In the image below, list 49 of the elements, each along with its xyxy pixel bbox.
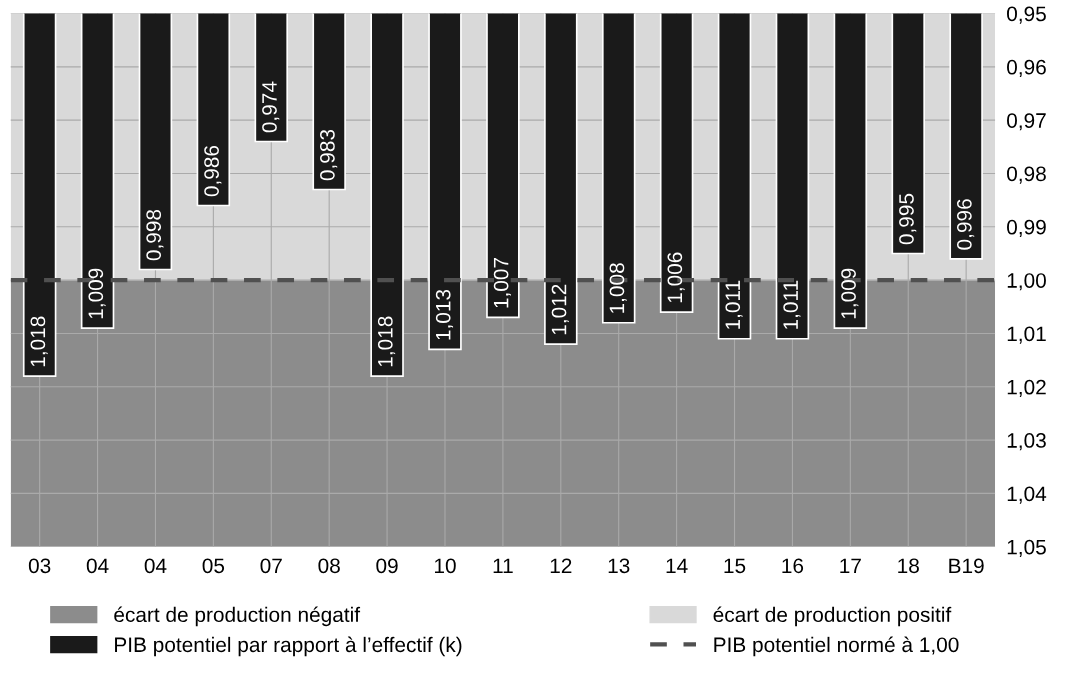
x-tick-label: B19 [949, 558, 984, 574]
data-label: 0,998 [146, 209, 164, 261]
x-tick-label: 16 [782, 558, 804, 574]
legend-label: PIB potentiel par rapport à l’effectif (k) [115, 636, 462, 657]
legend-label: écart de production négatif [114, 606, 361, 627]
data-label: 0,974 [262, 81, 280, 133]
x-tick-label: 11 [493, 558, 513, 573]
y-tick-label: 1,05 [1007, 539, 1046, 557]
x-tick-label: 04 [144, 558, 167, 574]
data-label: 0,983 [320, 129, 338, 181]
y-tick-label: 0,97 [1007, 113, 1046, 131]
x-tick-label: 13 [608, 558, 630, 574]
data-label: 1,013 [435, 289, 454, 340]
data-label: 1,009 [841, 268, 859, 319]
y-tick-label: 0,98 [1007, 166, 1046, 184]
x-tick-label: 04 [86, 558, 109, 574]
data-label: 1,011 [725, 280, 743, 329]
x-tick-label: 17 [840, 558, 861, 573]
x-tick-label: 18 [898, 558, 919, 574]
x-tick-label: 10 [435, 558, 456, 574]
data-label: 1,007 [493, 258, 511, 308]
data-label: 1,009 [88, 268, 106, 319]
y-tick-label: 0,99 [1007, 219, 1046, 238]
y-tick-label: 0,96 [1007, 59, 1046, 78]
data-label: 0,995 [899, 193, 917, 245]
x-tick-label: 15 [724, 558, 746, 574]
data-label: 1,011 [783, 280, 801, 329]
data-label: 0,986 [204, 145, 222, 197]
y-tick-label: 1,01 [1007, 326, 1046, 344]
y-tick-label: 1,03 [1007, 433, 1046, 451]
x-tick-label: 08 [318, 558, 340, 574]
x-tick-label: 05 [202, 558, 225, 574]
x-tick-label: 12 [550, 558, 572, 573]
legend-label: PIB potentiel normé à 1,00 [714, 636, 959, 657]
x-tick-label: 07 [260, 558, 282, 574]
x-tick-label: 09 [376, 558, 398, 574]
y-tick-label: 1,04 [1007, 486, 1047, 504]
data-label: 1,008 [609, 263, 627, 313]
y-tick-label: 0,95 [1007, 6, 1046, 24]
x-tick-label: 14 [666, 558, 688, 573]
x-tick-label: 03 [28, 558, 51, 574]
data-label: 1,018 [30, 316, 48, 367]
data-label: 1,006 [667, 252, 685, 303]
data-label: 1,012 [551, 284, 569, 335]
data-label: 0,996 [956, 199, 975, 250]
y-tick-label: 1,02 [1007, 379, 1046, 397]
y-tick-label: 1,00 [1007, 273, 1046, 291]
legend-label: écart de production positif [713, 606, 952, 627]
data-label: 1,018 [377, 316, 396, 367]
